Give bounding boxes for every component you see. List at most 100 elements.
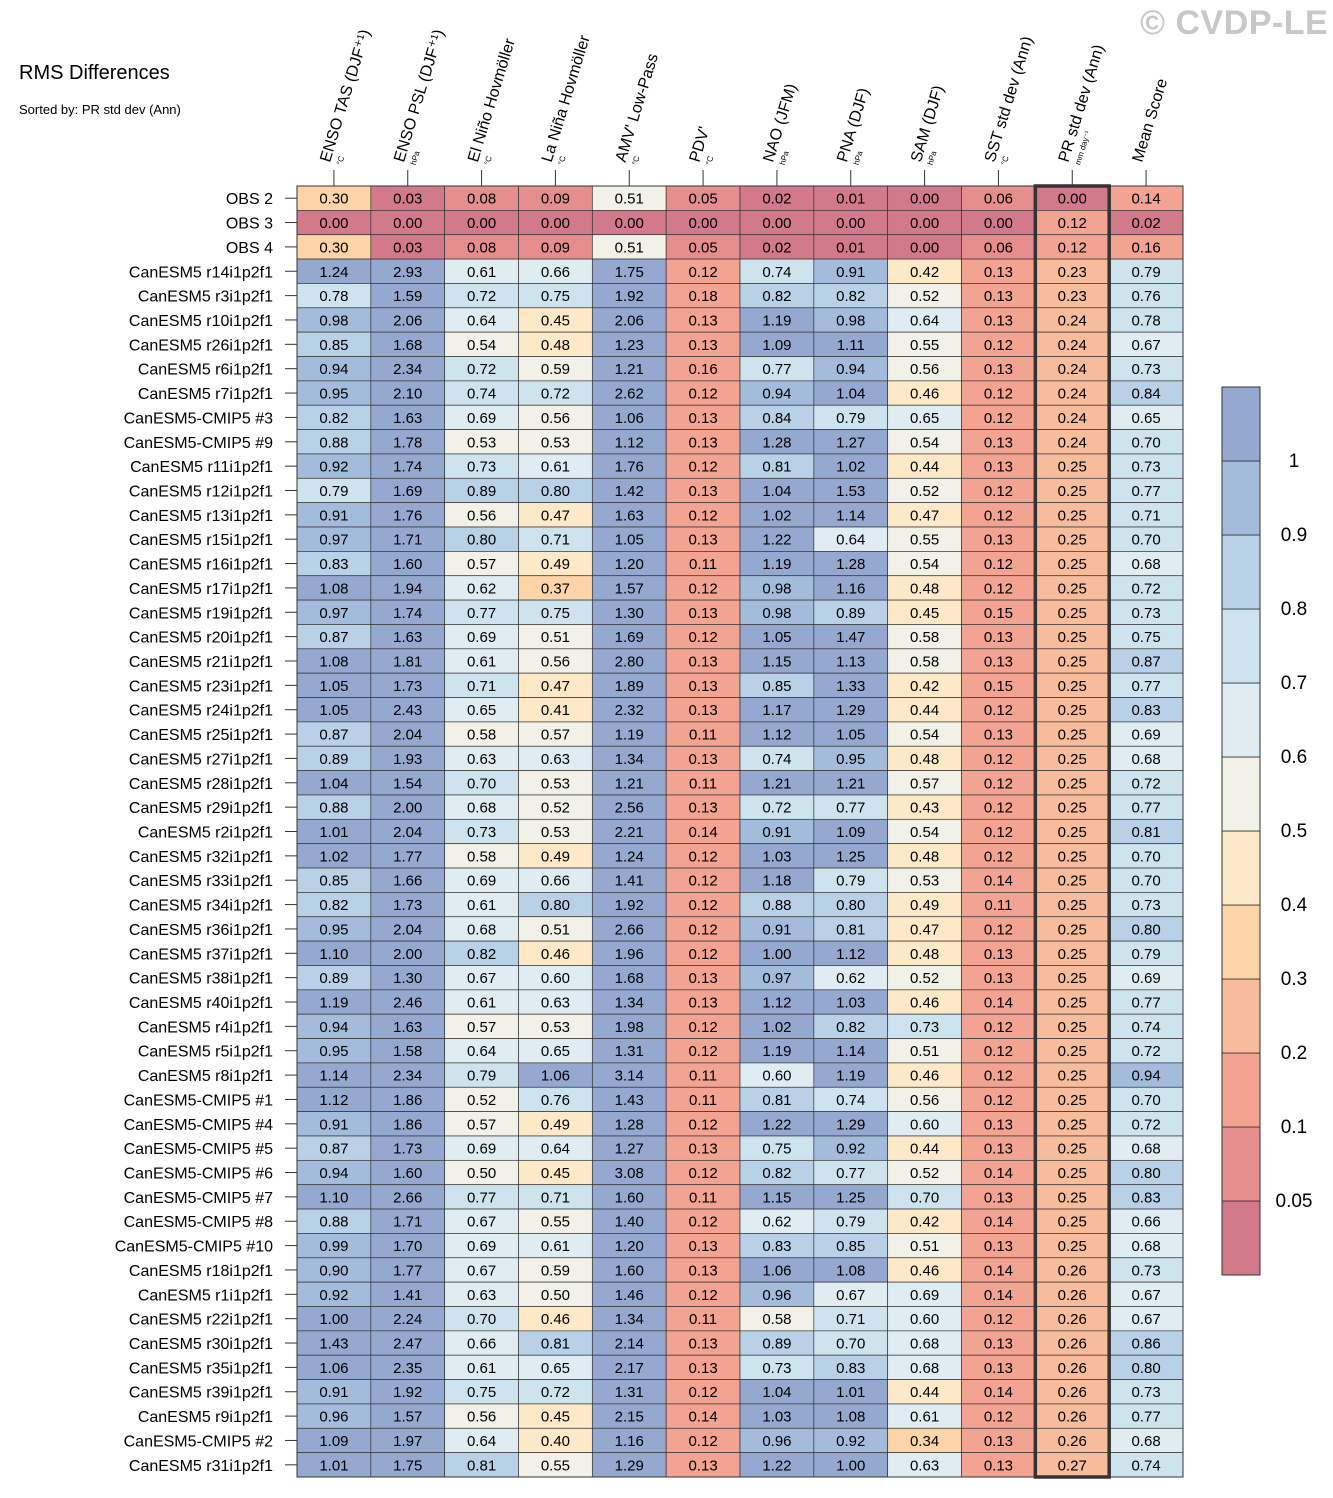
heatmap-cell <box>665 526 741 552</box>
cell-value-label: 0.00 <box>393 215 422 232</box>
heatmap-cell <box>665 234 741 260</box>
heatmap-cell <box>739 940 815 966</box>
cell-value-label: 0.51 <box>615 191 644 208</box>
cell-value-label: 1.02 <box>319 848 348 865</box>
cell-value-label: 1.12 <box>615 434 644 451</box>
heatmap-cell <box>813 892 889 918</box>
cell-value-label: 0.25 <box>1058 1189 1087 1206</box>
row-label: CanESM5 r35i1p2f1 <box>129 1360 273 1377</box>
cell-value-label: 1.92 <box>393 1384 422 1401</box>
cell-value-label: 1.23 <box>615 337 644 354</box>
heatmap-cell <box>665 1038 741 1064</box>
cell-value-label: 0.11 <box>689 727 717 744</box>
heatmap-cell <box>739 1038 815 1064</box>
heatmap-cell <box>1108 453 1184 479</box>
cell-value-label: 1.19 <box>762 312 791 329</box>
cell-value-label: 1.04 <box>319 775 348 792</box>
cell-value-label: 0.25 <box>1058 848 1087 865</box>
cell-value-label: 0.84 <box>1131 386 1160 403</box>
cell-value-label: 0.12 <box>688 1214 717 1231</box>
cell-value-label: 0.12 <box>688 1287 717 1304</box>
heatmap-cell <box>887 331 962 357</box>
colorbar-segment <box>1221 386 1261 462</box>
heatmap-cell <box>739 916 815 942</box>
heatmap-cell <box>370 648 446 674</box>
cell-value-label: 1.69 <box>615 629 644 646</box>
cell-value-label: 0.88 <box>319 434 348 451</box>
cell-value-label: 0.12 <box>984 580 1013 597</box>
heatmap-cell <box>665 380 741 406</box>
cell-value-label: 0.11 <box>689 775 717 792</box>
heatmap-cell <box>665 1159 741 1186</box>
heatmap-cell <box>665 1257 741 1283</box>
cell-value-label: 0.14 <box>984 1165 1013 1182</box>
cell-value-label: 0.14 <box>984 1384 1013 1401</box>
cell-value-label: 1.89 <box>615 678 644 695</box>
cell-value-label: 1.75 <box>615 264 644 281</box>
row-label: CanESM5 r13i1p2f1 <box>129 508 273 525</box>
heatmap-cell <box>444 1257 519 1283</box>
heatmap-cell <box>1108 745 1184 771</box>
cell-value-label: 1.27 <box>615 1141 644 1158</box>
cell-value-label: 0.25 <box>1058 873 1087 890</box>
cell-value-label: 0.25 <box>1058 995 1087 1012</box>
heatmap-cell <box>961 453 1036 479</box>
cell-value-label: 1.27 <box>836 434 865 451</box>
cell-value-label: 0.63 <box>910 1457 939 1474</box>
heatmap-cell <box>296 697 372 723</box>
cell-value-label: 0.12 <box>984 507 1013 524</box>
cell-value-label: 1.34 <box>615 751 644 768</box>
cell-value-label: 0.25 <box>1058 629 1087 646</box>
row-label: CanESM5 r28i1p2f1 <box>129 776 273 793</box>
cell-value-label: 0.11 <box>984 897 1012 914</box>
heatmap-cell <box>739 1135 815 1161</box>
cell-value-label: 1.01 <box>319 824 348 841</box>
heatmap-cell <box>739 867 815 893</box>
cell-value-label: 0.61 <box>467 995 496 1012</box>
cell-value-label: 1.06 <box>615 410 644 427</box>
cell-value-label: 1.92 <box>615 288 644 305</box>
row-label: CanESM5-CMIP5 #6 <box>124 1166 273 1183</box>
cell-value-label: 0.64 <box>467 312 496 329</box>
cell-value-label: 0.08 <box>467 191 496 208</box>
heatmap-cell <box>1108 551 1184 577</box>
cell-value-label: 0.13 <box>688 483 717 500</box>
cell-value-label: 2.46 <box>393 995 422 1012</box>
heatmap-cell <box>518 429 593 455</box>
cell-value-label: 0.89 <box>762 1336 791 1353</box>
row-label: CanESM5 r3i1p2f1 <box>138 289 273 306</box>
heatmap-cell <box>887 770 962 796</box>
heatmap-cell <box>665 818 741 845</box>
heatmap-cell <box>961 283 1036 309</box>
cell-value-label: 1.19 <box>762 1043 791 1060</box>
cell-value-label: 0.13 <box>688 678 717 695</box>
heatmap-cell <box>887 429 962 455</box>
heatmap-cell <box>813 1086 889 1112</box>
heatmap-cell <box>1034 794 1110 820</box>
row-labels: OBS 2 OBS 3 OBS 4 CanESM5 r14i1p2f1 CanESM5 … <box>115 191 297 1475</box>
cell-value-label: 1.08 <box>319 653 348 670</box>
cell-value-label: 0.24 <box>1058 337 1087 354</box>
heatmap-cell <box>961 1379 1036 1405</box>
heatmap-cell <box>591 380 667 406</box>
heatmap-cell <box>961 1427 1036 1453</box>
cell-value-label: 0.49 <box>541 848 570 865</box>
cell-value-label: 0.15 <box>984 605 1013 622</box>
cell-value-label: 0.95 <box>836 751 865 768</box>
column-label: SST std dev (Ann) <box>982 34 1036 164</box>
cell-value-label: 0.83 <box>1131 1189 1160 1206</box>
cell-value-label: 0.77 <box>836 800 865 817</box>
row-label: CanESM5 r11i1p2f1 <box>130 459 273 476</box>
heatmap-cell <box>961 989 1036 1015</box>
heatmap-cell <box>1034 892 1110 918</box>
cell-value-label: 0.02 <box>1131 215 1160 232</box>
row-label: CanESM5 r4i1p2f1 <box>138 1019 273 1036</box>
heatmap-cell <box>296 599 372 625</box>
heatmap-cell <box>961 892 1036 918</box>
heatmap-cell <box>1108 575 1184 601</box>
cell-value-label: 0.73 <box>910 1019 939 1036</box>
colorbar-segment <box>1221 978 1261 1054</box>
heatmap-cell <box>444 380 519 406</box>
cell-value-label: 0.92 <box>319 459 348 476</box>
cell-value-label: 0.13 <box>688 1141 717 1158</box>
